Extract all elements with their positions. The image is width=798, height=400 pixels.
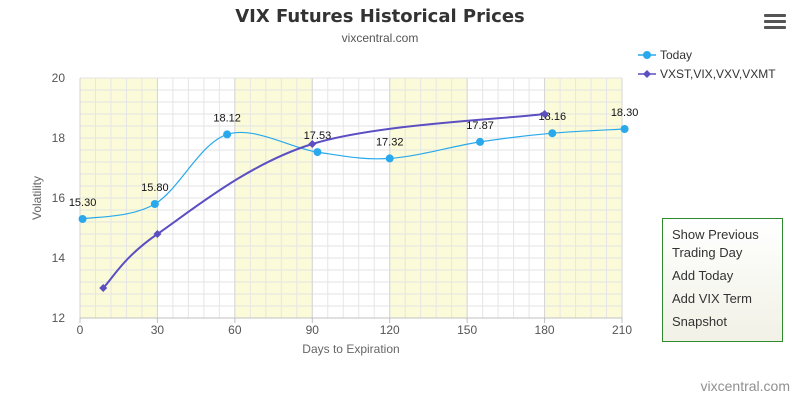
data-point [620, 125, 629, 133]
data-point [153, 230, 162, 238]
x-tick-label: 180 [535, 323, 555, 337]
grid-lines [79, 77, 623, 319]
data-label: 18.30 [611, 107, 639, 119]
data-point [150, 200, 159, 208]
series-line [102, 113, 545, 289]
data-label: 15.80 [141, 182, 169, 194]
data-label: 17.53 [304, 130, 332, 142]
data-label: 17.87 [466, 120, 494, 132]
data-point [78, 215, 87, 223]
chart-title: VIX Futures Historical Prices [235, 6, 525, 27]
hamburger-menu-icon[interactable] [764, 14, 786, 32]
data-point [99, 284, 108, 292]
data-point [313, 148, 322, 157]
data-point [548, 129, 557, 138]
series-term-structure [99, 110, 549, 292]
data-point [223, 130, 232, 139]
x-tick-label: 60 [228, 323, 242, 337]
credit-link[interactable]: vixcentral.com [700, 378, 790, 394]
menu-item-show-previous[interactable]: Show Previous Trading Day [672, 227, 759, 260]
data-point [308, 140, 317, 148]
y-tick-label: 18 [52, 131, 66, 145]
menu-item-add-today[interactable]: Add Today [672, 268, 734, 283]
legend-label-term: VXST,VIX,VXV,VXMT [660, 66, 776, 81]
legend-label-today: Today [660, 47, 693, 62]
y-tick-label: 12 [52, 311, 66, 325]
data-point [540, 110, 549, 118]
y-tick-label: 14 [52, 251, 66, 265]
y-axis-title: Volatility [30, 176, 44, 220]
legend-item-term[interactable]: VXST,VIX,VXV,VXMT [638, 64, 776, 83]
x-tick-label: 90 [306, 323, 320, 337]
x-axis-title: Days to Expiration [302, 342, 399, 356]
legend: Today VXST,VIX,VXV,VXMT [638, 45, 776, 83]
data-label: 18.12 [213, 112, 241, 124]
data-point [476, 137, 485, 146]
y-tick-label: 16 [52, 191, 66, 205]
data-label: 15.30 [69, 197, 97, 209]
y-tick-label: 20 [52, 71, 66, 85]
data-label: 17.32 [376, 136, 404, 148]
series-line [82, 128, 625, 220]
x-tick-label: 30 [151, 323, 165, 337]
x-tick-label: 120 [380, 323, 400, 337]
export-context-menu: Show Previous Trading Day Add Today Add … [662, 218, 783, 342]
legend-circle-icon [638, 50, 656, 59]
legend-item-today[interactable]: Today [638, 45, 776, 64]
data-point [385, 154, 394, 163]
menu-item-add-vix-term[interactable]: Add VIX Term [672, 291, 752, 306]
menu-item-snapshot[interactable]: Snapshot [672, 314, 727, 329]
chart-subtitle: vixcentral.com [341, 31, 419, 45]
x-tick-label: 210 [612, 323, 632, 337]
legend-diamond-icon [638, 69, 656, 78]
x-tick-label: 0 [77, 323, 84, 337]
x-tick-label: 150 [457, 323, 477, 337]
